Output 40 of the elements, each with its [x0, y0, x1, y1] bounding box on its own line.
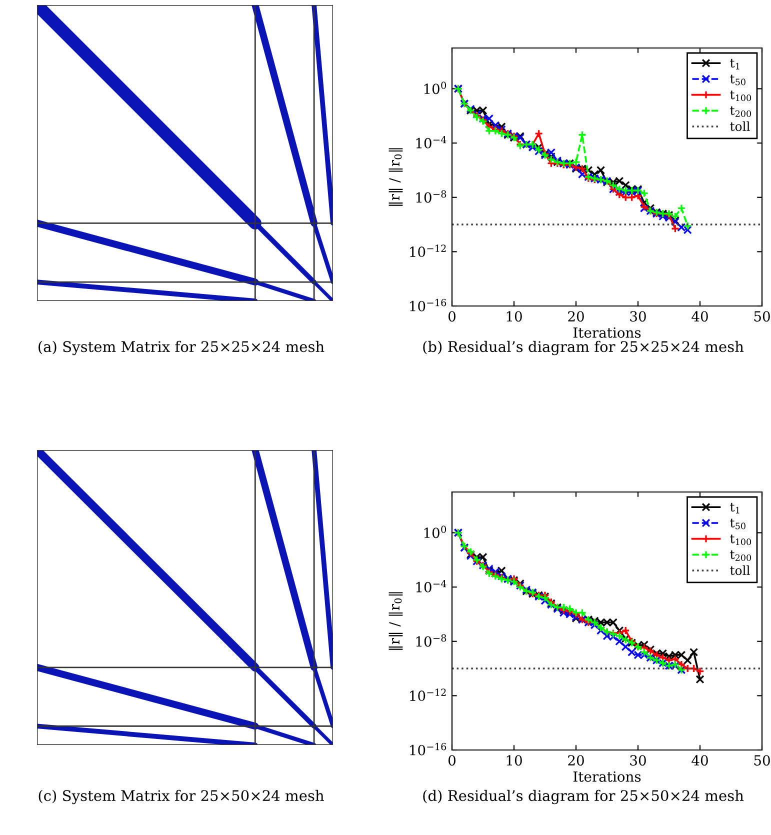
y-tick-label: 10$^{0}$: [424, 526, 446, 538]
legend-label: toll: [730, 121, 750, 132]
x-tick-label: 40: [692, 311, 708, 322]
x-tick-label: 40: [692, 755, 708, 766]
y-tick-label: 10$^{−8}$: [416, 634, 446, 647]
x-tick-label: 50: [754, 755, 770, 766]
x-tick-label: 0: [448, 755, 456, 766]
x-tick-label: 10: [506, 311, 522, 322]
legend-label: t$_{100}$: [730, 90, 752, 102]
y-tick-label: 10$^{−12}$: [410, 244, 446, 258]
x-tick-label: 30: [630, 755, 646, 766]
y-tick-label: 10$^{−16}$: [410, 742, 446, 756]
x-axis-title: Iterations: [573, 327, 641, 338]
y-tick-label: 10$^{−12}$: [410, 688, 446, 702]
y-tick-label: 10$^{−8}$: [416, 190, 446, 203]
text: (c) System Matrix for 25×50×24 mesh: [38, 790, 324, 804]
y-tick-label: 10$^{−4}$: [416, 580, 446, 592]
legend-label: t$_{1}$: [730, 502, 740, 514]
y-tick-label: 10$^{−4}$: [416, 136, 446, 148]
x-tick-label: 0: [448, 311, 456, 322]
y-axis-title: ‖r‖ / ‖r$_{0}$‖: [388, 148, 403, 206]
text: (a) System Matrix for 25×25×24 mesh: [38, 340, 324, 356]
legend-label: t$_{200}$: [730, 550, 752, 561]
legend-label: t$_{200}$: [730, 106, 752, 117]
x-tick-label: 50: [754, 311, 770, 322]
y-tick-label: 10$^{−16}$: [410, 298, 446, 312]
text: (d) Residual’s diagram for 25×50×24 mesh: [423, 790, 744, 804]
legend-label: t$_{100}$: [730, 534, 752, 546]
x-tick-label: 20: [568, 311, 584, 322]
x-tick-label: 30: [630, 311, 646, 322]
text: (b) Residual’s diagram for 25×25×24 mesh: [423, 340, 744, 356]
x-tick-label: 20: [568, 755, 584, 766]
legend-label: toll: [730, 565, 750, 576]
y-axis-title: ‖r‖ / ‖r$_{0}$‖: [388, 592, 403, 650]
legend-label: t$_{1}$: [730, 58, 740, 70]
legend-label: t$_{50}$: [730, 74, 746, 86]
legend-label: t$_{50}$: [730, 518, 746, 530]
y-tick-label: 10$^{0}$: [424, 82, 446, 94]
x-tick-label: 10: [506, 755, 522, 766]
x-axis-title: Iterations: [573, 771, 641, 782]
